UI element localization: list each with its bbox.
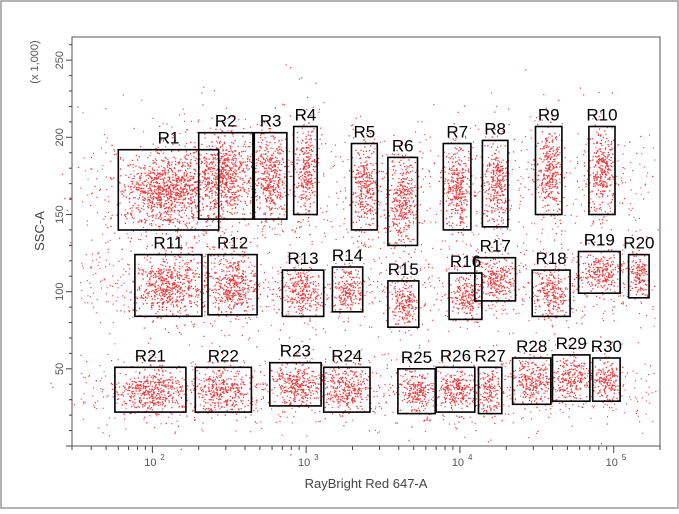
gate-r10-label: R10: [586, 106, 617, 125]
y-axis-title: SSC-A: [32, 211, 47, 251]
y-tick-label: 250: [54, 51, 66, 69]
gate-r7-box[interactable]: [442, 142, 472, 231]
gate-r19-label: R19: [584, 231, 615, 250]
gate-r15-label: R15: [388, 260, 419, 279]
gate-r11-label: R11: [153, 234, 183, 253]
gate-r4-box[interactable]: [292, 125, 319, 216]
x-tick-label: 10: [452, 457, 464, 469]
gate-r16-label: R16: [450, 252, 481, 271]
gate-r5-box[interactable]: [350, 142, 379, 231]
gate-r1-box[interactable]: [117, 148, 220, 231]
gate-r18-label: R18: [536, 249, 567, 268]
y-tick-label: 50: [54, 363, 66, 375]
y-tick-label: 200: [54, 128, 66, 146]
gate-r12-label: R12: [217, 234, 248, 253]
x-axis-title: RayBright Red 647-A: [305, 476, 428, 491]
gate-r11-box[interactable]: [134, 253, 203, 318]
gate-r22-label: R22: [208, 346, 239, 365]
gate-r20-box[interactable]: [627, 253, 650, 299]
gate-r4-label: R4: [295, 106, 317, 125]
gate-r5-label: R5: [354, 123, 376, 142]
gate-r30-label: R30: [591, 337, 622, 356]
gate-r28-label: R28: [516, 337, 547, 356]
gate-r12-box[interactable]: [207, 253, 258, 316]
gate-r13-label: R13: [287, 249, 318, 268]
data-points-layer: [50, 64, 659, 456]
gate-r22-box[interactable]: [194, 366, 253, 413]
gate-r19-box[interactable]: [577, 250, 621, 295]
gate-r26-label: R26: [440, 346, 471, 365]
gate-r10-box[interactable]: [588, 125, 616, 216]
x-tick-label: 10: [144, 457, 156, 469]
gate-r21-box[interactable]: [114, 366, 187, 413]
gate-r3-label: R3: [260, 112, 282, 131]
gate-r7-label: R7: [446, 123, 468, 142]
y-tick-label: 150: [54, 205, 66, 223]
gate-r28-box[interactable]: [511, 357, 552, 406]
gate-r2-label: R2: [215, 112, 237, 131]
gate-r30-box[interactable]: [591, 357, 621, 403]
x-tick-label: 10: [298, 457, 310, 469]
gate-r3-box[interactable]: [253, 131, 288, 220]
gate-r6-label: R6: [392, 136, 414, 155]
gate-r29-label: R29: [556, 334, 587, 353]
gate-r14-box[interactable]: [331, 266, 364, 313]
plot-area-border: [71, 36, 661, 447]
gate-r16-box[interactable]: [448, 272, 483, 321]
gate-r21-label: R21: [135, 346, 166, 365]
gate-r1-label: R1: [158, 129, 180, 148]
event-points: [50, 64, 659, 456]
gate-r9-label: R9: [538, 106, 560, 125]
axes-layer: 50 100 150 200 250 10 2 10 3 10 4 10 5: [54, 44, 661, 469]
gate-r9-box[interactable]: [534, 125, 563, 216]
gate-r25-label: R25: [401, 348, 432, 367]
gate-r23-box[interactable]: [268, 361, 322, 407]
gate-r6-box[interactable]: [387, 156, 419, 247]
x-tick-exponent: 5: [622, 453, 627, 462]
x-tick-exponent: 3: [314, 453, 319, 462]
gate-r13-box[interactable]: [281, 269, 325, 318]
gate-r17-label: R17: [480, 237, 511, 256]
x-tick-exponent: 4: [468, 453, 473, 462]
gate-r17-box[interactable]: [473, 256, 517, 302]
gate-r23-label: R23: [280, 342, 311, 361]
y-axis-multiplier-label: (x 1,000): [29, 40, 41, 83]
gate-r24-box[interactable]: [322, 366, 371, 413]
gate-r2-box[interactable]: [197, 131, 254, 220]
gate-r27-box[interactable]: [477, 366, 503, 415]
gate-r14-label: R14: [332, 246, 363, 265]
gate-r24-label: R24: [331, 346, 362, 365]
gate-r20-label: R20: [623, 234, 654, 253]
x-tick-label: 10: [606, 457, 618, 469]
gate-r27-label: R27: [475, 346, 506, 365]
gate-r8-label: R8: [484, 119, 506, 138]
gate-r8-box[interactable]: [481, 139, 509, 228]
x-tick-exponent: 2: [160, 453, 165, 462]
gate-r26-box[interactable]: [435, 366, 476, 413]
gate-r18-box[interactable]: [531, 269, 571, 318]
gate-r15-box[interactable]: [387, 280, 420, 328]
gate-r29-box[interactable]: [551, 354, 591, 402]
gate-r25-box[interactable]: [397, 367, 436, 415]
y-tick-label: 100: [54, 282, 66, 300]
